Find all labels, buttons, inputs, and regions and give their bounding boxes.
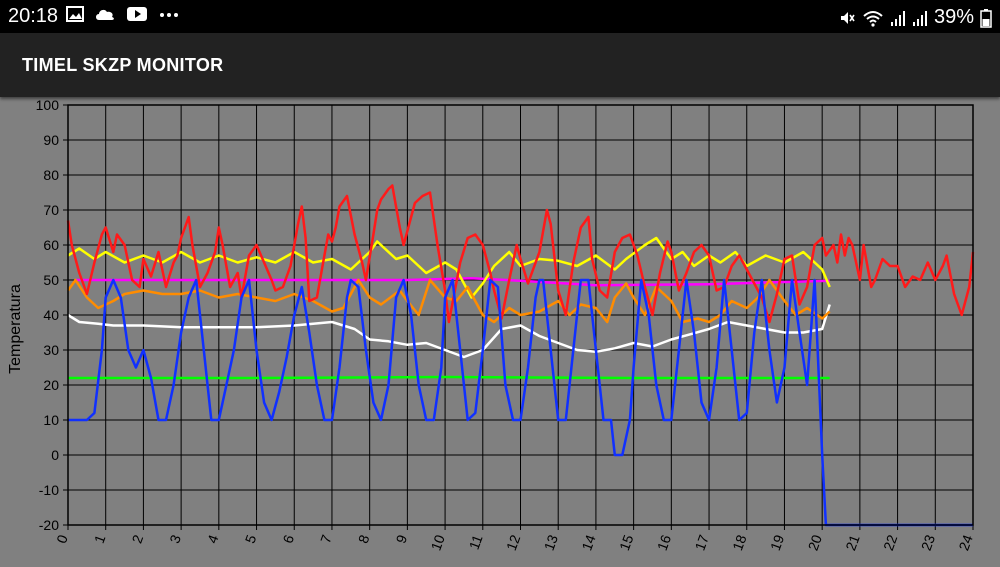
y-tick-label: 50 <box>43 272 59 288</box>
status-icons-right: 39% <box>838 6 992 29</box>
x-tick-label: 24 <box>955 532 975 552</box>
y-tick-label: 70 <box>43 202 59 218</box>
y-tick-label: 10 <box>43 412 59 428</box>
x-tick-label: 15 <box>616 532 636 552</box>
series-line-6 <box>68 278 973 527</box>
wifi-icon <box>863 10 883 27</box>
y-tick-label: 0 <box>51 447 59 463</box>
status-icons-left <box>66 6 180 22</box>
series-line-5 <box>66 184 975 324</box>
x-tick-label: 17 <box>691 532 711 552</box>
series-line-0 <box>68 375 830 380</box>
status-time: 20:18 <box>8 5 59 27</box>
x-tick-label: 5 <box>242 532 260 545</box>
signal-icon <box>890 10 905 26</box>
x-tick-label: 13 <box>541 532 561 552</box>
x-tick-label: 3 <box>166 532 184 545</box>
x-tick-label: 6 <box>279 532 297 545</box>
app-title: TIMEL SKZP MONITOR <box>22 55 224 75</box>
x-tick-label: 20 <box>805 532 825 552</box>
y-axis-label: Temperatura <box>7 284 24 374</box>
chart-frame <box>67 104 974 526</box>
y-tick-label: -20 <box>39 517 59 533</box>
y-tick-label: 30 <box>43 342 59 358</box>
x-tick-label: 2 <box>129 532 147 545</box>
x-tick-label: 14 <box>578 532 598 552</box>
x-tick-label: 22 <box>880 532 900 552</box>
y-tick-label: -10 <box>39 482 59 498</box>
series-line-3 <box>67 236 831 299</box>
y-tick-label: 20 <box>43 377 59 393</box>
x-tick-label: 12 <box>503 532 523 552</box>
x-tick-label: 11 <box>466 532 486 551</box>
y-tick-label: 90 <box>43 132 59 148</box>
x-tick-label: 8 <box>355 532 373 545</box>
y-tick-label: 40 <box>43 307 59 323</box>
battery-icon <box>980 8 992 28</box>
x-tick-labels: 0 1 2 3 4 5 6 7 8 9 10 11 12 13 14 15 16 17 18 19 20 21 22 23 24 <box>53 532 976 552</box>
mute-icon <box>840 11 855 24</box>
plot-frame <box>67 104 974 526</box>
youtube-icon <box>127 7 147 21</box>
signal-icon <box>912 10 927 26</box>
cloud-icon <box>96 9 114 20</box>
y-tick-label: 80 <box>43 167 59 183</box>
x-tick-label: 23 <box>918 532 938 552</box>
series-line-4 <box>66 278 831 324</box>
gallery-icon <box>66 6 84 22</box>
battery-percent: 39% <box>933 6 974 28</box>
x-tick-label: 0 <box>53 532 71 545</box>
app-bar: TIMEL SKZP MONITOR <box>0 33 1000 97</box>
x-tick-label: 1 <box>91 532 109 545</box>
x-tick-label: 7 <box>317 532 335 545</box>
x-tick-label: 9 <box>392 532 410 545</box>
series-line-1 <box>75 277 830 287</box>
more-dots-icon <box>160 13 178 17</box>
x-tick-label: 4 <box>204 532 222 545</box>
y-tick-label: 60 <box>43 237 59 253</box>
x-tick-label: 21 <box>842 532 862 552</box>
status-bar: 20:18 39% <box>0 0 1000 33</box>
x-tick-label: 10 <box>428 532 448 552</box>
y-tick-label: 100 <box>36 97 60 113</box>
chart-series <box>66 184 975 527</box>
x-tick-label: 19 <box>767 532 787 552</box>
x-tick-label: 16 <box>654 532 674 552</box>
x-tick-label: 18 <box>729 532 749 552</box>
